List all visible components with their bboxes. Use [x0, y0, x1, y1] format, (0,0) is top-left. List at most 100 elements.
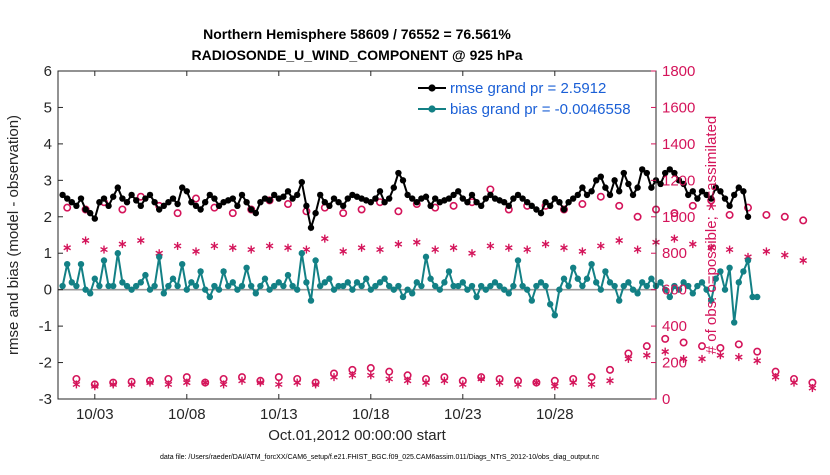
bias-point	[105, 282, 112, 290]
y-left-tick-label: -1	[39, 318, 52, 335]
possible-point	[63, 203, 72, 212]
rmse-point	[59, 191, 66, 199]
bias-point	[229, 279, 236, 286]
rmse-point	[712, 184, 719, 191]
rmse-point	[404, 191, 411, 199]
bias-point	[662, 286, 669, 293]
bias-point	[298, 250, 305, 257]
bias-point	[142, 271, 149, 279]
bias-point	[491, 279, 499, 286]
y-left-tick-label: -3	[39, 391, 52, 408]
bias-point	[754, 293, 761, 301]
assimilated-point	[385, 374, 394, 383]
rmse-point	[740, 188, 747, 195]
bias-point	[542, 282, 549, 290]
possible-point	[449, 201, 458, 210]
assimilated-point	[550, 382, 559, 391]
assimilated-point	[348, 371, 357, 380]
assimilated-point	[127, 380, 136, 389]
bias-point	[551, 311, 558, 319]
bias-point	[197, 268, 204, 275]
bias-point	[510, 282, 517, 290]
rmse-point	[634, 184, 641, 191]
rmse-point	[303, 202, 310, 210]
rmse-point	[68, 199, 76, 206]
bias-point	[505, 290, 512, 297]
bias-point	[77, 260, 85, 268]
bias-point	[335, 282, 342, 290]
bias-point	[744, 257, 752, 264]
rmse-point	[307, 224, 315, 231]
bias-point	[409, 290, 416, 297]
assimilated-point	[569, 378, 578, 387]
y-left-tick-label: -2	[39, 355, 52, 372]
assimilated-point	[228, 243, 237, 252]
rmse-point	[257, 199, 264, 206]
bias-point	[330, 286, 338, 293]
bias-point	[588, 260, 595, 268]
bias-point	[427, 275, 434, 282]
rmse-point	[413, 199, 420, 206]
y-axis-left-label: rmse and bias (model - observation)	[5, 115, 22, 355]
bias-point	[597, 286, 604, 293]
series-bias	[59, 250, 761, 326]
assimilated-point	[615, 236, 624, 245]
possible-point	[394, 207, 403, 216]
rmse-point	[91, 215, 99, 222]
bias-point	[455, 282, 462, 290]
legend: rmse grand pr = 2.5912 bias grand pr = -…	[418, 80, 631, 118]
y-left-tick-label: 1	[44, 245, 52, 262]
bias-point	[123, 282, 131, 290]
possible-point	[274, 373, 283, 382]
rmse-point	[583, 191, 591, 199]
assimilated-point	[477, 374, 486, 383]
possible-point	[173, 209, 182, 218]
assimilated-point	[63, 243, 72, 252]
assimilated-point	[109, 380, 118, 389]
bias-point	[82, 286, 89, 293]
rmse-point	[73, 202, 80, 210]
assimilated-point	[624, 354, 633, 363]
assimilated-point	[771, 373, 780, 382]
possible-point	[605, 365, 614, 374]
assimilated-point	[679, 354, 688, 363]
bias-point	[151, 282, 158, 290]
bias-point	[634, 290, 641, 297]
rmse-point	[312, 209, 319, 217]
assimilated-point	[808, 384, 817, 393]
legend-rmse-label: rmse grand pr = 2.5912	[450, 80, 606, 97]
x-tick-label: 10/23	[444, 406, 482, 423]
bias-point	[602, 268, 609, 275]
bias-point	[689, 290, 696, 297]
bias-point	[556, 286, 563, 293]
bias-point	[68, 279, 76, 286]
possible-point	[615, 201, 624, 210]
bias-point	[671, 282, 678, 290]
assimilated-point	[688, 240, 697, 249]
bias-point	[119, 279, 126, 286]
assimilated-point	[201, 378, 210, 387]
rmse-point	[197, 206, 204, 213]
y-left-tick-label: 5	[44, 99, 52, 116]
rmse-point	[657, 180, 664, 188]
rmse-point	[381, 199, 388, 206]
bias-point	[547, 301, 554, 308]
possible-point	[716, 343, 725, 352]
bias-point	[731, 319, 738, 326]
bias-point	[422, 253, 430, 261]
legend-bias-marker	[428, 105, 436, 113]
bias-point	[128, 286, 135, 293]
assimilated-point	[698, 354, 706, 363]
assimilated-point	[100, 245, 108, 254]
bias-point	[694, 282, 701, 290]
rmse-point	[271, 191, 278, 199]
bias-point	[648, 275, 655, 282]
possible-point	[283, 200, 292, 209]
possible-point	[762, 210, 771, 219]
rmse-point	[376, 188, 384, 195]
x-axis-label: Oct.01,2012 00:00:00 start	[268, 427, 446, 444]
bias-point	[583, 275, 591, 282]
rmse-point	[588, 188, 595, 195]
chart-marks	[58, 166, 817, 393]
bias-point	[459, 279, 466, 286]
